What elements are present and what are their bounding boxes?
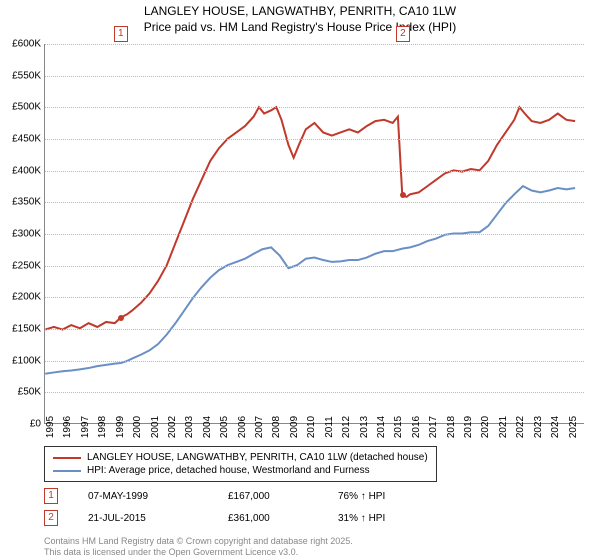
x-axis-label: 2008 (271, 416, 282, 438)
x-axis-label: 1996 (62, 416, 73, 438)
y-axis-label: £550K (12, 70, 41, 81)
x-axis-label: 2017 (428, 416, 439, 438)
gridline-h (45, 107, 584, 108)
legend-item: HPI: Average price, detached house, West… (53, 464, 428, 477)
gridline-h (45, 392, 584, 393)
footer-line1: Contains HM Land Registry data © Crown c… (44, 536, 353, 547)
gridline-h (45, 202, 584, 203)
x-axis-label: 2023 (533, 416, 544, 438)
legend-box: LANGLEY HOUSE, LANGWATHBY, PENRITH, CA10… (44, 446, 437, 482)
sale-date: 07-MAY-1999 (88, 491, 218, 502)
gridline-h (45, 234, 584, 235)
y-axis-label: £200K (12, 292, 41, 303)
y-axis-label: £500K (12, 102, 41, 113)
legend-label: HPI: Average price, detached house, West… (87, 465, 370, 476)
x-axis-label: 2002 (167, 416, 178, 438)
sale-price: £167,000 (228, 491, 328, 502)
gridline-h (45, 44, 584, 45)
legend-item: LANGLEY HOUSE, LANGWATHBY, PENRITH, CA10… (53, 451, 428, 464)
x-axis-label: 2006 (237, 416, 248, 438)
y-axis-label: £150K (12, 324, 41, 335)
x-axis-label: 2025 (568, 416, 579, 438)
y-axis-label: £350K (12, 197, 41, 208)
sale-diff: 76% ↑ HPI (338, 491, 458, 502)
series-hpi (45, 186, 575, 374)
sale-row: 2 21-JUL-2015 £361,000 31% ↑ HPI (44, 510, 584, 526)
x-axis-label: 2019 (463, 416, 474, 438)
y-axis-label: £600K (12, 39, 41, 50)
x-axis-label: 2001 (150, 416, 161, 438)
x-axis-label: 1998 (97, 416, 108, 438)
x-axis-label: 2011 (324, 416, 335, 438)
gridline-h (45, 266, 584, 267)
y-axis-label: £0 (30, 419, 41, 430)
x-axis-label: 1997 (80, 416, 91, 438)
title-line1: LANGLEY HOUSE, LANGWATHBY, PENRITH, CA10… (0, 4, 600, 20)
y-axis-label: £50K (18, 387, 41, 398)
y-axis-label: £400K (12, 165, 41, 176)
x-axis-label: 1999 (115, 416, 126, 438)
x-axis-label: 2003 (184, 416, 195, 438)
footer-line2: This data is licensed under the Open Gov… (44, 547, 353, 558)
y-axis-label: £100K (12, 355, 41, 366)
sale-point-dot (400, 192, 406, 198)
x-axis-label: 2004 (202, 416, 213, 438)
attribution-footer: Contains HM Land Registry data © Crown c… (44, 536, 353, 558)
sale-row: 1 07-MAY-1999 £167,000 76% ↑ HPI (44, 488, 584, 504)
x-axis-label: 2014 (376, 416, 387, 438)
legend-swatch (53, 470, 81, 472)
chart-container: LANGLEY HOUSE, LANGWATHBY, PENRITH, CA10… (0, 0, 600, 560)
gridline-h (45, 329, 584, 330)
y-axis-label: £450K (12, 134, 41, 145)
x-axis-label: 2000 (132, 416, 143, 438)
gridline-h (45, 171, 584, 172)
x-axis-label: 2010 (306, 416, 317, 438)
gridline-h (45, 361, 584, 362)
x-axis-label: 1995 (45, 416, 56, 438)
sale-marker-flag: 1 (114, 26, 128, 42)
legend-swatch (53, 457, 81, 459)
x-axis-label: 2021 (498, 416, 509, 438)
x-axis-label: 2015 (393, 416, 404, 438)
x-axis-label: 2020 (480, 416, 491, 438)
gridline-h (45, 139, 584, 140)
gridline-h (45, 297, 584, 298)
x-axis-label: 2024 (550, 416, 561, 438)
x-axis-label: 2016 (411, 416, 422, 438)
sale-marker: 1 (44, 488, 58, 504)
sale-point-dot (118, 315, 124, 321)
x-axis-label: 2012 (341, 416, 352, 438)
legend-label: LANGLEY HOUSE, LANGWATHBY, PENRITH, CA10… (87, 452, 428, 463)
gridline-h (45, 76, 584, 77)
x-axis-label: 2022 (515, 416, 526, 438)
sale-price: £361,000 (228, 513, 328, 524)
sale-marker-flag: 2 (396, 26, 410, 42)
x-axis-label: 2013 (359, 416, 370, 438)
y-axis-label: £250K (12, 260, 41, 271)
sale-marker: 2 (44, 510, 58, 526)
series-price_paid (45, 107, 575, 329)
x-axis-label: 2005 (219, 416, 230, 438)
x-axis-label: 2009 (289, 416, 300, 438)
x-axis-label: 2007 (254, 416, 265, 438)
sale-diff: 31% ↑ HPI (338, 513, 458, 524)
x-axis-label: 2018 (446, 416, 457, 438)
y-axis-label: £300K (12, 229, 41, 240)
chart-title: LANGLEY HOUSE, LANGWATHBY, PENRITH, CA10… (0, 0, 600, 35)
sale-events: 1 07-MAY-1999 £167,000 76% ↑ HPI 2 21-JU… (44, 488, 584, 532)
sale-date: 21-JUL-2015 (88, 513, 218, 524)
title-line2: Price paid vs. HM Land Registry's House … (0, 20, 600, 36)
plot-area: £0£50K£100K£150K£200K£250K£300K£350K£400… (44, 44, 584, 424)
